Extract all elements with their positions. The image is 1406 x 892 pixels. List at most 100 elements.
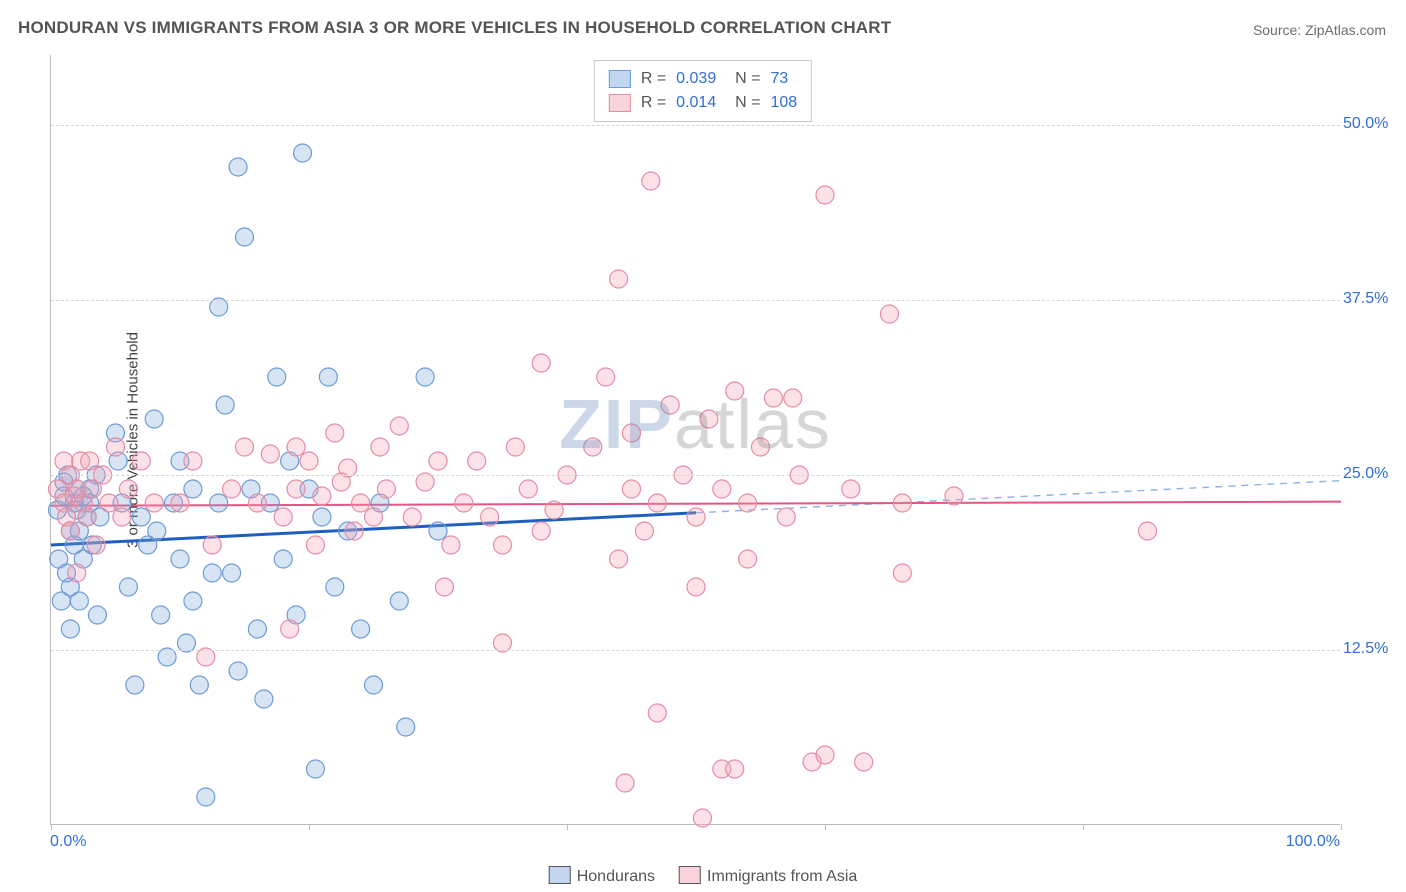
data-point	[319, 368, 337, 386]
data-point	[248, 494, 266, 512]
data-point	[455, 494, 473, 512]
data-point	[88, 606, 106, 624]
gridline	[51, 475, 1340, 476]
chart-title: HONDURAN VS IMMIGRANTS FROM ASIA 3 OR MO…	[18, 18, 891, 38]
data-point	[70, 592, 88, 610]
data-point	[739, 494, 757, 512]
swatch-blue	[609, 70, 631, 88]
data-point	[687, 578, 705, 596]
data-point	[203, 536, 221, 554]
scatter-svg	[51, 55, 1341, 825]
x-tick-left: 0.0%	[50, 833, 86, 851]
data-point	[435, 578, 453, 596]
data-point	[287, 480, 305, 498]
data-point	[119, 480, 137, 498]
data-point	[216, 396, 234, 414]
stats-row: R = 0.014 N = 108	[609, 91, 797, 115]
bottom-legend: Hondurans Immigrants from Asia	[549, 866, 858, 886]
data-point	[300, 452, 318, 470]
data-point	[171, 494, 189, 512]
data-point	[152, 606, 170, 624]
data-point	[1139, 522, 1157, 540]
data-point	[726, 382, 744, 400]
data-point	[429, 522, 447, 540]
data-point	[623, 424, 641, 442]
plot-area: 3 or more Vehicles in Household ZIPatlas…	[50, 55, 1340, 825]
data-point	[268, 368, 286, 386]
data-point	[390, 592, 408, 610]
data-point	[623, 480, 641, 498]
data-point	[61, 620, 79, 638]
data-point	[148, 522, 166, 540]
data-point	[481, 508, 499, 526]
data-point	[365, 676, 383, 694]
data-point	[532, 522, 550, 540]
data-point	[294, 144, 312, 162]
data-point	[693, 809, 711, 827]
data-point	[78, 508, 96, 526]
plot-wrap: 3 or more Vehicles in Household ZIPatlas…	[50, 55, 1380, 850]
data-point	[274, 550, 292, 568]
data-point	[145, 410, 163, 428]
chart-container: HONDURAN VS IMMIGRANTS FROM ASIA 3 OR MO…	[0, 0, 1406, 892]
data-point	[752, 438, 770, 456]
trend-line-extrapolated	[696, 481, 1341, 513]
x-tick-mark	[825, 824, 826, 830]
data-point	[345, 522, 363, 540]
data-point	[506, 438, 524, 456]
data-point	[893, 494, 911, 512]
data-point	[126, 676, 144, 694]
source-credit: Source: ZipAtlas.com	[1253, 22, 1386, 38]
x-tick-mark	[567, 824, 568, 830]
data-point	[274, 508, 292, 526]
data-point	[81, 452, 99, 470]
data-point	[893, 564, 911, 582]
data-point	[648, 704, 666, 722]
data-point	[494, 536, 512, 554]
data-point	[584, 438, 602, 456]
data-point	[881, 305, 899, 323]
data-point	[442, 536, 460, 554]
data-point	[397, 718, 415, 736]
legend-item: Hondurans	[549, 866, 655, 886]
data-point	[223, 564, 241, 582]
data-point	[223, 480, 241, 498]
data-point	[326, 424, 344, 442]
data-point	[371, 438, 389, 456]
data-point	[210, 494, 228, 512]
data-point	[429, 452, 447, 470]
data-point	[248, 620, 266, 638]
data-point	[945, 487, 963, 505]
data-point	[352, 620, 370, 638]
data-point	[145, 494, 163, 512]
data-point	[236, 438, 254, 456]
data-point	[306, 760, 324, 778]
trend-line	[51, 502, 1341, 506]
data-point	[377, 480, 395, 498]
data-point	[784, 389, 802, 407]
data-point	[855, 753, 873, 771]
y-tick-label: 12.5%	[1343, 640, 1388, 658]
data-point	[313, 487, 331, 505]
x-tick-mark	[309, 824, 310, 830]
x-tick-mark	[1083, 824, 1084, 830]
data-point	[287, 438, 305, 456]
data-point	[68, 564, 86, 582]
data-point	[635, 522, 653, 540]
data-point	[842, 480, 860, 498]
data-point	[352, 494, 370, 512]
data-point	[700, 410, 718, 428]
data-point	[203, 564, 221, 582]
data-point	[197, 788, 215, 806]
gridline	[51, 650, 1340, 651]
data-point	[816, 186, 834, 204]
data-point	[616, 774, 634, 792]
data-point	[390, 417, 408, 435]
swatch-pink	[609, 94, 631, 112]
data-point	[113, 508, 131, 526]
data-point	[326, 578, 344, 596]
gridline	[51, 125, 1340, 126]
data-point	[184, 592, 202, 610]
data-point	[107, 438, 125, 456]
legend-item: Immigrants from Asia	[679, 866, 857, 886]
